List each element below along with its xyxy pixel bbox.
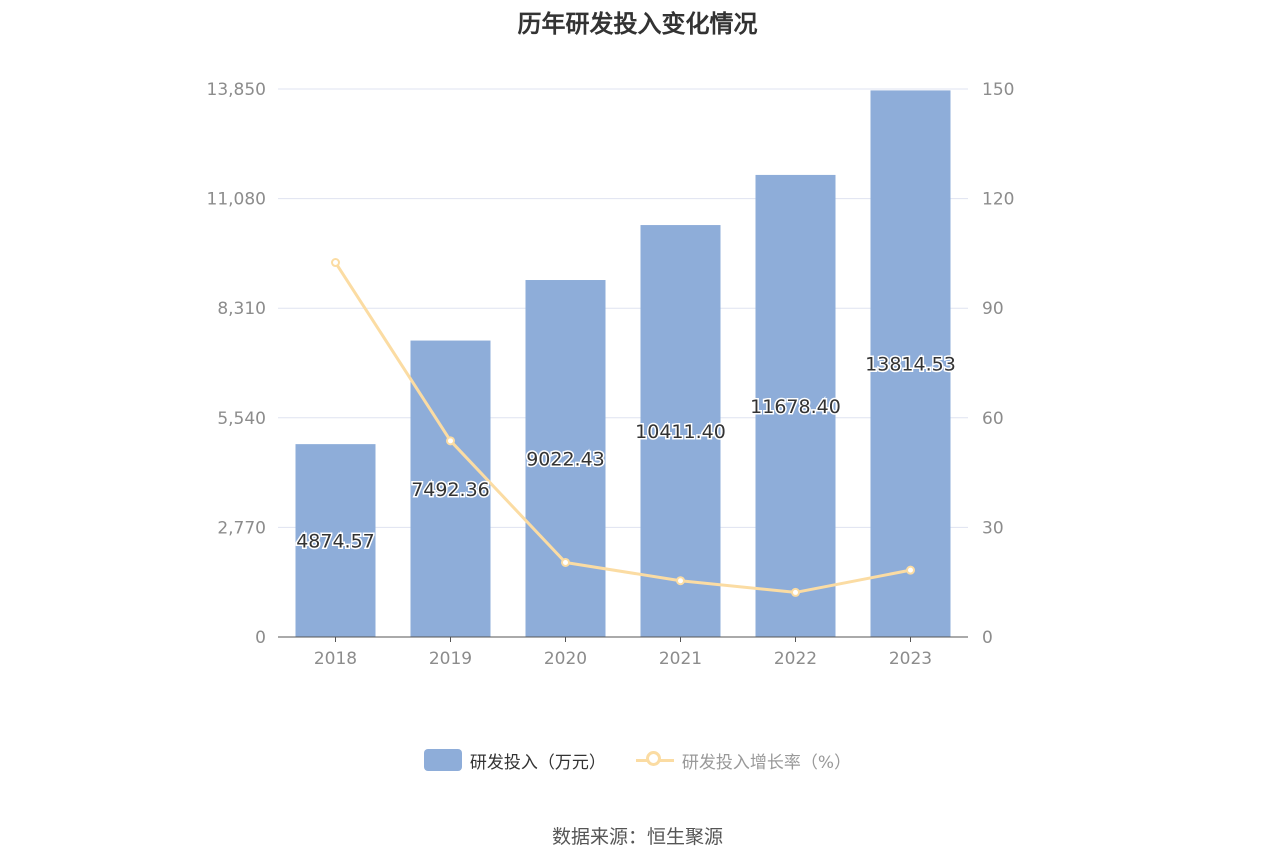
legend-bar-swatch xyxy=(423,749,462,771)
legend-line-swatch xyxy=(635,749,674,771)
x-tick-label-2021: 2021 xyxy=(659,649,702,669)
x-tick-label-2020: 2020 xyxy=(544,649,587,669)
y-left-tick-label: 11,080 xyxy=(207,190,266,210)
bar-value-label-2020: 9022.43 xyxy=(526,449,605,471)
growth-point-2020 xyxy=(561,557,570,567)
legend-label-line: 研发投入增长率（%） xyxy=(681,752,852,773)
chart-legend: 研发投入（万元） 研发投入增长率（%） xyxy=(0,746,1275,774)
bar-value-label-2023: 13814.53 xyxy=(865,354,956,376)
y-right-tick-label: 90 xyxy=(982,299,1004,319)
y-right-tick-label: 30 xyxy=(982,518,1004,538)
y-left-tick-label: 0 xyxy=(255,628,266,648)
y-right-tick-label: 150 xyxy=(982,80,1014,100)
x-tick-label-2018: 2018 xyxy=(314,649,357,669)
bar-2022 xyxy=(755,174,836,638)
bar-value-label-2022: 11678.40 xyxy=(750,396,841,418)
bar-2023 xyxy=(870,90,951,637)
legend-item-line[interactable]: 研发投入增长率（%） xyxy=(635,748,852,773)
y-right-tick-label: 120 xyxy=(982,190,1014,210)
bar-value-label-2018: 4874.57 xyxy=(296,531,375,553)
growth-point-2021 xyxy=(676,576,685,586)
y-right-tick-label: 60 xyxy=(982,409,1004,429)
bar-2021 xyxy=(640,225,721,637)
bar-2019 xyxy=(410,340,491,637)
x-tick-label-2023: 2023 xyxy=(889,649,932,669)
y-right-tick-label: 0 xyxy=(982,628,993,648)
y-left-tick-label: 2,770 xyxy=(217,518,266,538)
bar-value-label-2021: 10411.40 xyxy=(635,421,726,443)
y-left-tick-label: 13,850 xyxy=(207,80,266,100)
y-left-tick-label: 5,540 xyxy=(217,409,266,429)
growth-point-2022 xyxy=(791,587,800,597)
source-text: 数据来源：恒生聚源 xyxy=(551,826,723,848)
growth-point-2018 xyxy=(331,258,340,268)
growth-line xyxy=(334,261,911,594)
chart-title: 历年研发投入变化情况 xyxy=(517,10,758,38)
growth-point-2019 xyxy=(446,436,455,446)
legend-label-bar: 研发投入（万元） xyxy=(469,752,606,773)
bar-2020 xyxy=(525,280,606,637)
x-tick-label-2022: 2022 xyxy=(774,649,817,669)
x-tick-label-2019: 2019 xyxy=(429,649,472,669)
legend-item-bar[interactable]: 研发投入（万元） xyxy=(423,748,606,773)
y-left-tick-label: 8,310 xyxy=(217,299,266,319)
bar-value-label-2019: 7492.36 xyxy=(411,479,490,501)
bar-2018 xyxy=(295,444,376,637)
growth-point-2023 xyxy=(906,565,915,575)
